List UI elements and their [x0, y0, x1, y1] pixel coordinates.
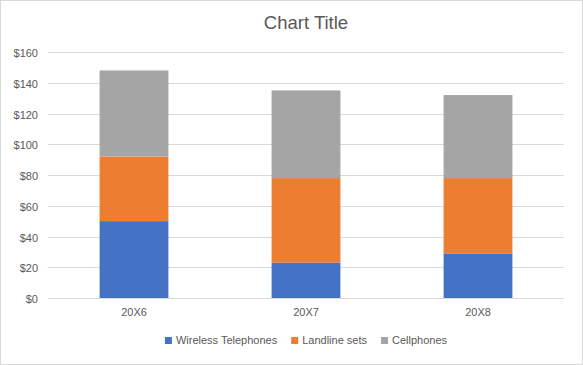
y-tick-label: $120	[14, 109, 38, 121]
y-tick-label: $60	[20, 201, 38, 213]
bars	[100, 70, 513, 298]
bar-segment	[100, 221, 169, 298]
bar-segment	[272, 263, 341, 298]
legend-swatch	[291, 337, 298, 344]
y-tick-label: $160	[14, 47, 38, 59]
chart-background	[1, 1, 583, 365]
y-tick-label: $0	[26, 293, 38, 305]
bar-segment	[444, 178, 513, 253]
legend-swatch	[165, 337, 172, 344]
y-tick-label: $100	[14, 139, 38, 151]
grid-line	[48, 52, 564, 53]
legend: Wireless Telephones Landline sets Cellphon…	[165, 334, 448, 346]
bar-segment	[100, 157, 169, 222]
legend-label: Wireless Telephones	[176, 334, 278, 346]
bar-segment	[272, 178, 341, 263]
y-tick-label: $40	[20, 232, 38, 244]
chart-title: Chart Title	[264, 12, 348, 33]
legend-swatch	[381, 337, 388, 344]
x-tick-label: 20X8	[465, 306, 491, 318]
bar-segment	[100, 70, 169, 156]
legend-label: Landline sets	[302, 334, 367, 346]
grid-line	[48, 298, 564, 299]
bar-segment	[444, 253, 513, 298]
x-tick-label: 20X7	[293, 306, 319, 318]
y-tick-label: $80	[20, 170, 38, 182]
y-tick-label: $20	[20, 262, 38, 274]
chart: Chart Title $0 $20 $40 $60 $80 $100 $120 $140 $16…	[0, 0, 583, 365]
y-tick-label: $140	[14, 78, 38, 90]
bar-segment	[444, 95, 513, 178]
legend-label: Cellphones	[392, 334, 448, 346]
x-tick-label: 20X6	[121, 306, 147, 318]
bar-segment	[272, 90, 341, 178]
